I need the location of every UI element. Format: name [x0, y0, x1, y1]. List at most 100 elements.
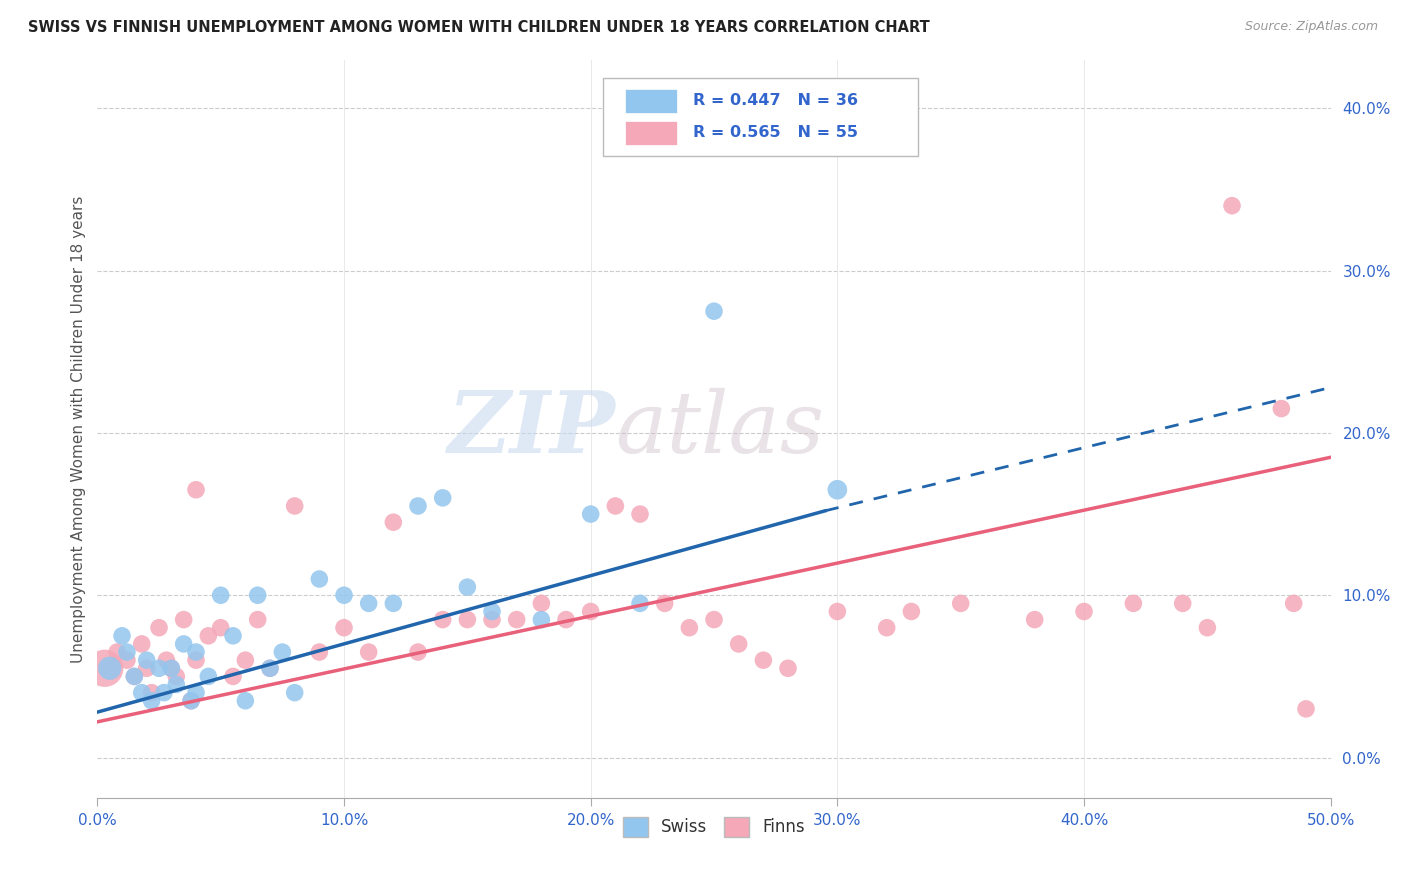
Point — [628, 507, 651, 521]
Point — [776, 661, 799, 675]
Point — [530, 596, 553, 610]
Point — [259, 661, 281, 675]
Text: Source: ZipAtlas.com: Source: ZipAtlas.com — [1244, 20, 1378, 33]
Point — [1270, 401, 1292, 416]
Point — [141, 685, 163, 699]
Point — [827, 605, 849, 619]
Point — [1220, 199, 1243, 213]
Point — [1197, 621, 1219, 635]
Point — [284, 685, 307, 699]
Point — [135, 661, 157, 675]
Point — [135, 653, 157, 667]
Text: R = 0.565   N = 55: R = 0.565 N = 55 — [693, 125, 858, 140]
Point — [197, 629, 219, 643]
Point — [900, 605, 922, 619]
Point — [555, 613, 578, 627]
Point — [654, 596, 676, 610]
Point — [222, 629, 245, 643]
Point — [173, 637, 195, 651]
Point — [235, 694, 257, 708]
Point — [184, 645, 207, 659]
Point — [357, 645, 380, 659]
Point — [184, 483, 207, 497]
Text: SWISS VS FINNISH UNEMPLOYMENT AMONG WOMEN WITH CHILDREN UNDER 18 YEARS CORRELATI: SWISS VS FINNISH UNEMPLOYMENT AMONG WOME… — [28, 20, 929, 35]
Point — [752, 653, 775, 667]
FancyBboxPatch shape — [626, 89, 678, 112]
Point — [184, 685, 207, 699]
Point — [124, 669, 146, 683]
Point — [456, 613, 478, 627]
Point — [333, 621, 356, 635]
Point — [406, 499, 429, 513]
Point — [876, 621, 898, 635]
Point — [124, 669, 146, 683]
FancyBboxPatch shape — [603, 78, 918, 155]
Point — [382, 515, 405, 529]
Point — [148, 621, 170, 635]
Point — [382, 596, 405, 610]
Point — [184, 653, 207, 667]
Point — [432, 491, 454, 505]
Point — [246, 588, 269, 602]
Y-axis label: Unemployment Among Women with Children Under 18 years: Unemployment Among Women with Children U… — [72, 195, 86, 663]
Point — [98, 661, 121, 675]
Point — [579, 605, 602, 619]
Point — [111, 629, 134, 643]
Point — [209, 588, 232, 602]
Point — [222, 669, 245, 683]
Point — [481, 605, 503, 619]
Text: atlas: atlas — [616, 387, 824, 470]
Point — [197, 669, 219, 683]
Point — [173, 613, 195, 627]
Point — [1073, 605, 1095, 619]
Point — [505, 613, 527, 627]
Text: R = 0.447   N = 36: R = 0.447 N = 36 — [693, 94, 858, 109]
Point — [827, 483, 849, 497]
Point — [333, 588, 356, 602]
FancyBboxPatch shape — [626, 121, 678, 145]
Point — [155, 653, 177, 667]
Point — [141, 694, 163, 708]
Point — [235, 653, 257, 667]
Text: ZIP: ZIP — [447, 387, 616, 471]
Point — [456, 580, 478, 594]
Point — [1282, 596, 1305, 610]
Point — [1171, 596, 1194, 610]
Point — [180, 694, 202, 708]
Point — [703, 304, 725, 318]
Point — [131, 685, 153, 699]
Point — [727, 637, 749, 651]
Point — [209, 621, 232, 635]
Point — [105, 645, 128, 659]
Point — [605, 499, 627, 513]
Point — [115, 645, 138, 659]
Point — [432, 613, 454, 627]
Point — [284, 499, 307, 513]
Point — [949, 596, 972, 610]
Point — [148, 661, 170, 675]
Point — [259, 661, 281, 675]
Point — [160, 661, 183, 675]
Point — [357, 596, 380, 610]
Point — [703, 613, 725, 627]
Point — [153, 685, 176, 699]
Point — [180, 694, 202, 708]
Point — [481, 613, 503, 627]
Point — [165, 677, 187, 691]
Point — [131, 637, 153, 651]
Point — [406, 645, 429, 659]
Point — [1024, 613, 1046, 627]
Point — [579, 507, 602, 521]
Point — [94, 661, 117, 675]
Point — [1122, 596, 1144, 610]
Point — [628, 596, 651, 610]
Point — [308, 645, 330, 659]
Point — [115, 653, 138, 667]
Point — [246, 613, 269, 627]
Point — [271, 645, 294, 659]
Point — [308, 572, 330, 586]
Legend: Swiss, Finns: Swiss, Finns — [614, 808, 814, 846]
Point — [160, 661, 183, 675]
Point — [165, 669, 187, 683]
Point — [1295, 702, 1317, 716]
